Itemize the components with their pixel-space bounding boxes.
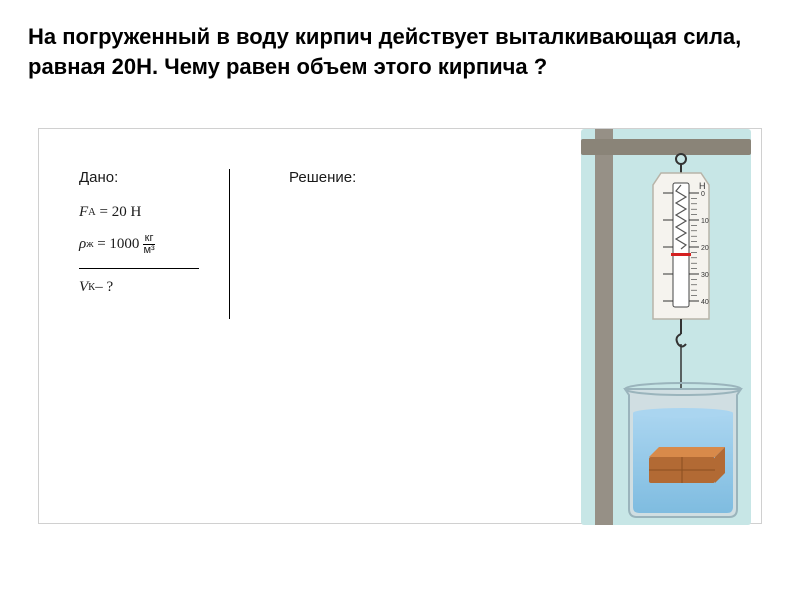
apparatus-svg: 0 10 20 30 40 Н <box>581 129 751 525</box>
apparatus-illustration: 0 10 20 30 40 Н <box>581 129 751 525</box>
given-block: Дано: FА = 20 Н ρж = 1000 кг м³ VК – ? <box>79 169 259 308</box>
solution-label: Решение: <box>289 169 356 186</box>
rho-sub: ж <box>86 239 93 250</box>
given-rho: ρж = 1000 кг м³ <box>79 233 259 256</box>
given-fa: FА = 20 Н <box>79 204 259 221</box>
svg-text:10: 10 <box>701 218 709 225</box>
rho-unit: кг м³ <box>141 233 156 256</box>
vertical-separator <box>229 169 230 319</box>
given-find: VК – ? <box>79 279 259 296</box>
rho-unit-den: м³ <box>141 245 156 256</box>
svg-text:30: 30 <box>701 272 709 279</box>
svg-text:40: 40 <box>701 299 709 306</box>
problem-title: На погруженный в воду кирпич действует в… <box>28 22 772 81</box>
content-frame: Дано: FА = 20 Н ρж = 1000 кг м³ VК – ? Р… <box>38 128 762 524</box>
rho-value: = 1000 <box>97 236 139 253</box>
given-label: Дано: <box>79 169 259 186</box>
fa-symbol: F <box>79 204 88 221</box>
fa-sub: А <box>88 207 96 218</box>
svg-text:20: 20 <box>701 245 709 252</box>
fa-value: = 20 Н <box>100 204 142 221</box>
given-separator <box>79 268 199 269</box>
svg-text:Н: Н <box>699 181 706 191</box>
find-question: – ? <box>95 279 113 296</box>
svg-text:0: 0 <box>701 191 705 198</box>
find-symbol: V <box>79 279 88 296</box>
